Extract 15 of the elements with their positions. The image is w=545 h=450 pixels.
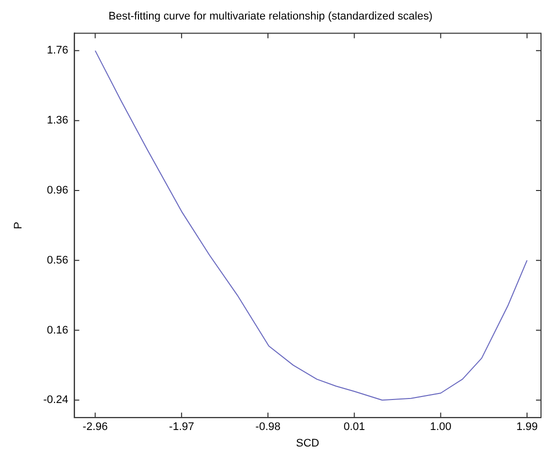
y-tick-label: 0.56 (46, 254, 68, 266)
y-tick-label: -0.24 (43, 394, 68, 406)
y-tick-label: 0.96 (46, 184, 68, 196)
x-tick-label: -0.98 (255, 421, 280, 434)
y-tick-label: 1.76 (46, 44, 68, 57)
x-axis-title: SCD (296, 437, 320, 450)
y-tick-label: 0.16 (46, 324, 68, 336)
x-tick-label: 1.00 (430, 421, 452, 434)
y-tick-label: 1.36 (46, 114, 68, 127)
x-tick-label: -2.96 (82, 421, 108, 434)
x-tick-label: 0.01 (344, 421, 366, 434)
y-axis-title: P (12, 222, 25, 230)
chart-title: Best-fitting curve for multivariate relationship (standardized scales) (108, 10, 433, 23)
x-tick-label: -1.97 (169, 421, 194, 434)
x-tick-label: 1.99 (516, 421, 538, 434)
